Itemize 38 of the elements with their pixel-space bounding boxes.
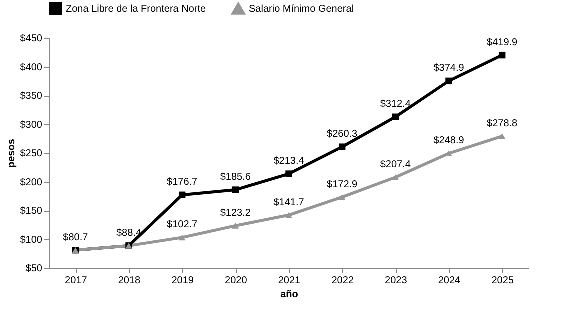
data-label: $88.4 [116,228,142,239]
y-tick-label: $250 [20,148,43,160]
x-tick-label: 2023 [385,276,408,286]
data-label: $102.7 [167,220,198,231]
x-axis-title: año [280,290,298,300]
x-tick-label: 2021 [278,276,302,286]
y-tick-label: $150 [20,206,43,217]
legend-label: Salario Mínimo General [249,4,354,16]
data-label: $141.7 [274,197,305,208]
data-label: $185.6 [220,172,252,184]
data-label: $123.2 [220,208,252,219]
x-tick-label: 2024 [438,276,462,286]
data-label: $207.4 [380,159,412,170]
x-tick-label: 2019 [172,276,194,286]
x-tick-label: 2017 [65,276,88,286]
data-label: $278.8 [487,118,518,130]
data-label: $80.7 [63,232,89,244]
y-tick-label: $100 [20,234,43,246]
y-tick-label: $400 [20,62,43,74]
data-label: $312.4 [380,99,412,110]
y-tick-label: $200 [20,177,43,188]
data-label: $419.9 [487,37,518,48]
data-label: $176.7 [167,177,198,188]
x-tick-label: 2018 [118,276,142,286]
legend-label: Zona Libre de la Frontera Norte [66,4,207,15]
y-tick-label: $300 [20,120,43,131]
data-label: $248.9 [434,136,465,147]
data-label: $374.9 [434,63,465,74]
data-label: $172.9 [327,179,358,190]
x-tick-label: 2020 [225,276,248,286]
x-tick-label: 2022 [332,276,354,286]
y-tick-label: $350 [20,91,43,102]
data-label: $213.4 [274,156,305,168]
x-tick-label: 2025 [492,276,514,286]
data-label: $260.3 [327,129,358,140]
y-tick-label: $50 [26,264,43,274]
y-tick-label: $450 [20,34,43,44]
y-axis-title: pesos [6,138,18,168]
